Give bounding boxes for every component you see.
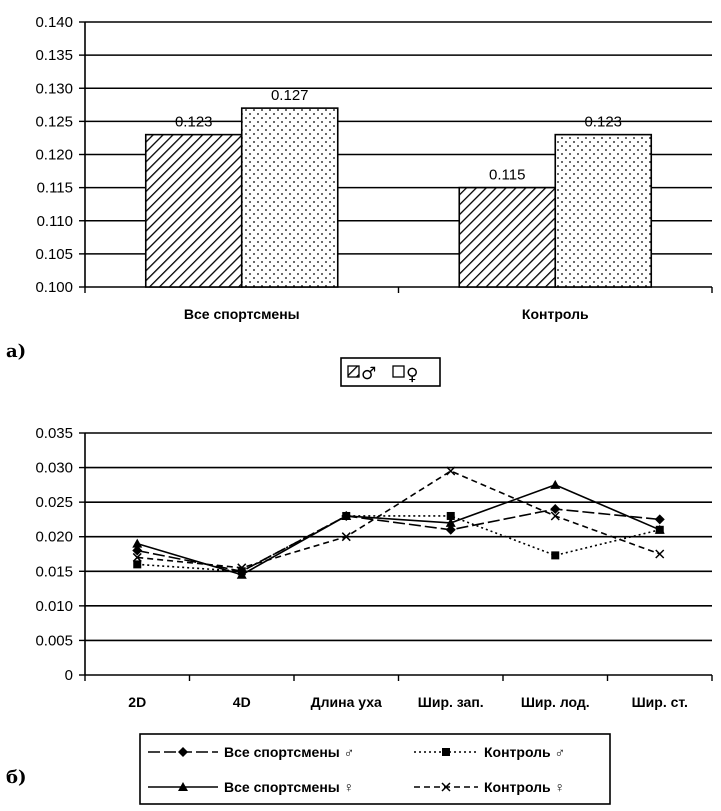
triangle-marker — [550, 479, 561, 489]
bar-chart-a: 0.100 0.105 0.110 0.115 0.120 0.125 0.130 0.135… — [6, 14, 713, 387]
legend-a: ♂ ♀ — [340, 357, 441, 387]
bar — [554, 133, 653, 288]
y-tick-label: 0.025 — [35, 494, 73, 511]
data-label: 0.123 — [584, 114, 622, 131]
y-tick-label: 0.140 — [35, 14, 73, 31]
category-label: 2D — [128, 694, 146, 710]
series-line — [137, 483, 661, 576]
triangle-marker — [236, 569, 247, 579]
series — [132, 466, 665, 573]
y-tick-label: 0.005 — [35, 632, 73, 649]
y-tick-label: 0.030 — [35, 460, 73, 477]
square-marker — [442, 748, 450, 756]
category-label: Все спортсмены — [184, 306, 300, 322]
line-chart-b: 0 0.005 0.010 0.015 0.020 0.025 0.030 0.035 2D 4D… — [6, 425, 713, 805]
panel-label-b: б) — [6, 767, 27, 788]
x-marker — [341, 532, 351, 542]
diamond-marker — [132, 545, 143, 556]
y-tick-label: 0.010 — [35, 598, 73, 615]
diamond-marker — [178, 747, 188, 757]
diamond-marker — [550, 504, 561, 515]
series-line — [137, 515, 660, 573]
triangle-marker — [178, 782, 188, 791]
y-tick-label: 0.105 — [35, 246, 73, 263]
triangle-marker — [341, 510, 352, 520]
data-label: 0.127 — [271, 87, 309, 104]
x-marker — [446, 466, 456, 476]
x-marker — [441, 782, 451, 792]
legend-label: ♀ — [406, 365, 418, 385]
legend-box — [139, 733, 611, 805]
y-tick-label: 0.135 — [35, 47, 73, 64]
legend-label: Контроль ♂ — [484, 744, 565, 760]
square-marker — [551, 551, 560, 560]
series — [132, 479, 665, 579]
category-label: Шир. зап. — [418, 694, 484, 710]
series-line — [137, 470, 661, 569]
legend-label: ♂ — [361, 364, 376, 384]
triangle-marker — [132, 538, 143, 548]
y-tick-label: 0.115 — [37, 180, 73, 197]
y-tick-label: 0.100 — [35, 279, 73, 296]
series-line — [137, 508, 660, 573]
triangle-marker — [654, 524, 665, 534]
legend-label: Все спортсмены ♀ — [224, 779, 354, 795]
y-tick-label: 0.130 — [35, 80, 73, 97]
diamond-marker — [654, 514, 665, 525]
y-tick-label: 0.035 — [35, 425, 73, 442]
bar — [144, 133, 243, 288]
y-tick-label: 0.125 — [35, 113, 73, 130]
legend-swatch-dots — [392, 365, 405, 378]
panel-label-a: а) — [6, 341, 26, 362]
square-marker — [133, 560, 142, 569]
x-marker — [237, 563, 247, 573]
legend-swatch-hatch — [347, 365, 360, 378]
data-label: 0.115 — [489, 167, 525, 184]
square-marker — [446, 511, 455, 520]
x-marker — [550, 511, 560, 521]
category-label: Контроль — [522, 306, 589, 322]
y-tick-label: 0 — [65, 667, 73, 684]
y-tick-label: 0.020 — [35, 529, 73, 546]
bar — [458, 186, 557, 288]
legend-label: Контроль ♀ — [484, 779, 565, 795]
y-tick-label: 0.015 — [35, 563, 73, 580]
data-label: 0.123 — [175, 114, 213, 131]
y-tick-label: 0.110 — [37, 213, 73, 230]
category-label: Длина уха — [311, 694, 382, 710]
legend-b: Все спортсмены ♂ Контроль ♂ Все спортсмены… — [139, 733, 611, 805]
bar — [240, 107, 339, 288]
diamond-marker — [445, 524, 456, 535]
category-label: Шир. лод. — [521, 694, 590, 710]
x-marker — [132, 552, 142, 562]
category-label: Шир. ст. — [632, 694, 688, 710]
legend-label: Все спортсмены ♂ — [224, 744, 354, 760]
triangle-marker — [445, 517, 456, 527]
x-marker — [655, 549, 665, 559]
category-label: 4D — [233, 694, 251, 710]
y-tick-label: 0.120 — [35, 147, 73, 164]
